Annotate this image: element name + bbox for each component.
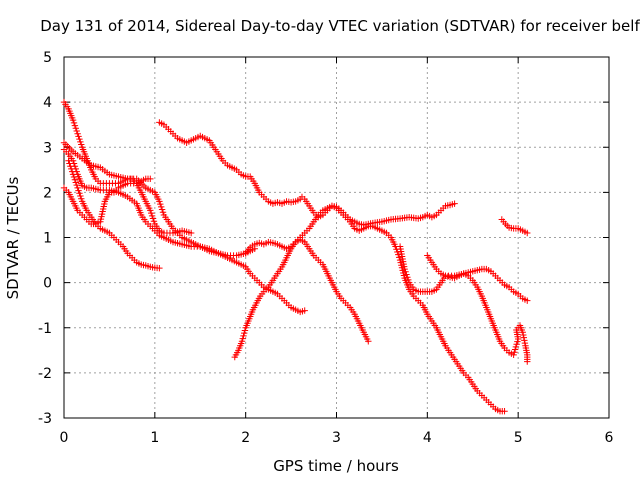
data-point: [395, 251, 402, 258]
series-track-6: [156, 119, 458, 229]
data-marks: [60, 98, 531, 415]
data-point: [149, 215, 157, 222]
x-tick-label: 2: [241, 430, 250, 446]
data-point: [75, 187, 82, 194]
data-point: [72, 179, 80, 186]
data-point: [74, 184, 81, 192]
data-point: [65, 157, 72, 164]
data-point: [73, 127, 80, 135]
data-point: [405, 276, 412, 284]
y-tick-label: 4: [43, 95, 52, 111]
data-point: [238, 338, 246, 345]
x-tick-label: 3: [332, 430, 341, 446]
data-point: [148, 209, 155, 217]
data-point: [69, 171, 77, 178]
series-track-3: [60, 146, 308, 316]
data-point: [158, 206, 166, 213]
y-tick-label: -1: [38, 321, 52, 337]
data-point: [403, 271, 410, 278]
y-axis-label: SDTVAR / TECUs: [4, 176, 22, 299]
data-point: [521, 337, 528, 344]
data-point: [301, 307, 308, 314]
data-point: [78, 141, 85, 148]
y-tick-label: 3: [43, 140, 52, 156]
data-point: [147, 175, 154, 183]
data-point: [72, 125, 80, 132]
data-point: [187, 229, 195, 237]
series-track-11: [498, 216, 531, 237]
x-tick-label: 0: [60, 430, 69, 446]
data-point: [78, 195, 85, 202]
data-point: [520, 331, 527, 339]
data-point: [240, 332, 247, 340]
data-point: [521, 339, 529, 347]
data-point: [451, 200, 458, 207]
data-point: [157, 203, 165, 211]
data-point: [70, 119, 78, 127]
data-point: [150, 218, 158, 225]
data-point: [157, 200, 164, 208]
data-point: [147, 207, 154, 214]
data-point: [156, 198, 163, 205]
chart-title: Day 131 of 2014, Sidereal Day-to-day VTE…: [40, 17, 640, 35]
data-point: [73, 181, 80, 189]
data-point: [71, 176, 79, 183]
x-tick-label: 1: [150, 430, 159, 446]
data-point: [67, 163, 74, 170]
data-point: [77, 138, 84, 146]
data-point: [501, 408, 508, 415]
y-tick-label: 5: [43, 50, 52, 66]
data-point: [365, 338, 372, 345]
y-tick-label: 2: [43, 185, 52, 201]
data-point: [156, 264, 163, 272]
data-point: [71, 122, 79, 129]
data-point: [68, 165, 75, 173]
data-point: [70, 173, 78, 181]
data-point: [76, 190, 83, 197]
data-point: [75, 133, 82, 140]
y-tick-label: -2: [38, 366, 52, 382]
x-tick-labels: 0 1 2 3 4 5 6: [60, 430, 614, 446]
data-point: [519, 329, 526, 336]
data-point: [241, 329, 248, 337]
y-tick-labels: -3 -2 -1 0 1 2 3 4 5: [38, 50, 52, 427]
x-tick-label: 4: [423, 430, 432, 446]
series-track-2: [60, 139, 258, 259]
y-tick-label: 1: [43, 231, 52, 247]
data-point: [241, 327, 249, 334]
series-track-8: [242, 236, 372, 345]
data-point: [77, 192, 84, 200]
series-track-10: [424, 252, 531, 365]
tick-layer: [63, 56, 610, 419]
x-tick-label: 6: [605, 430, 614, 446]
data-point: [148, 212, 156, 220]
x-axis-label: GPS time / hours: [273, 457, 399, 475]
data-point: [69, 116, 77, 124]
data-point: [524, 297, 531, 304]
data-point: [524, 229, 531, 237]
y-tick-label: 0: [43, 276, 52, 292]
data-point: [68, 168, 76, 175]
data-point: [76, 135, 83, 143]
y-tick-label: -3: [38, 411, 52, 427]
data-point: [74, 130, 81, 137]
data-point: [159, 209, 167, 216]
data-point: [524, 358, 531, 365]
series-track-5: [65, 157, 163, 272]
data-point: [66, 160, 73, 167]
series-track-7: [231, 202, 508, 415]
series-track-1: [60, 98, 195, 237]
data-point: [404, 274, 411, 281]
data-point: [402, 268, 409, 275]
data-point: [395, 254, 403, 261]
data-point: [401, 265, 408, 273]
data-point: [520, 334, 527, 341]
data-point: [239, 335, 246, 342]
x-tick-label: 5: [514, 430, 523, 446]
